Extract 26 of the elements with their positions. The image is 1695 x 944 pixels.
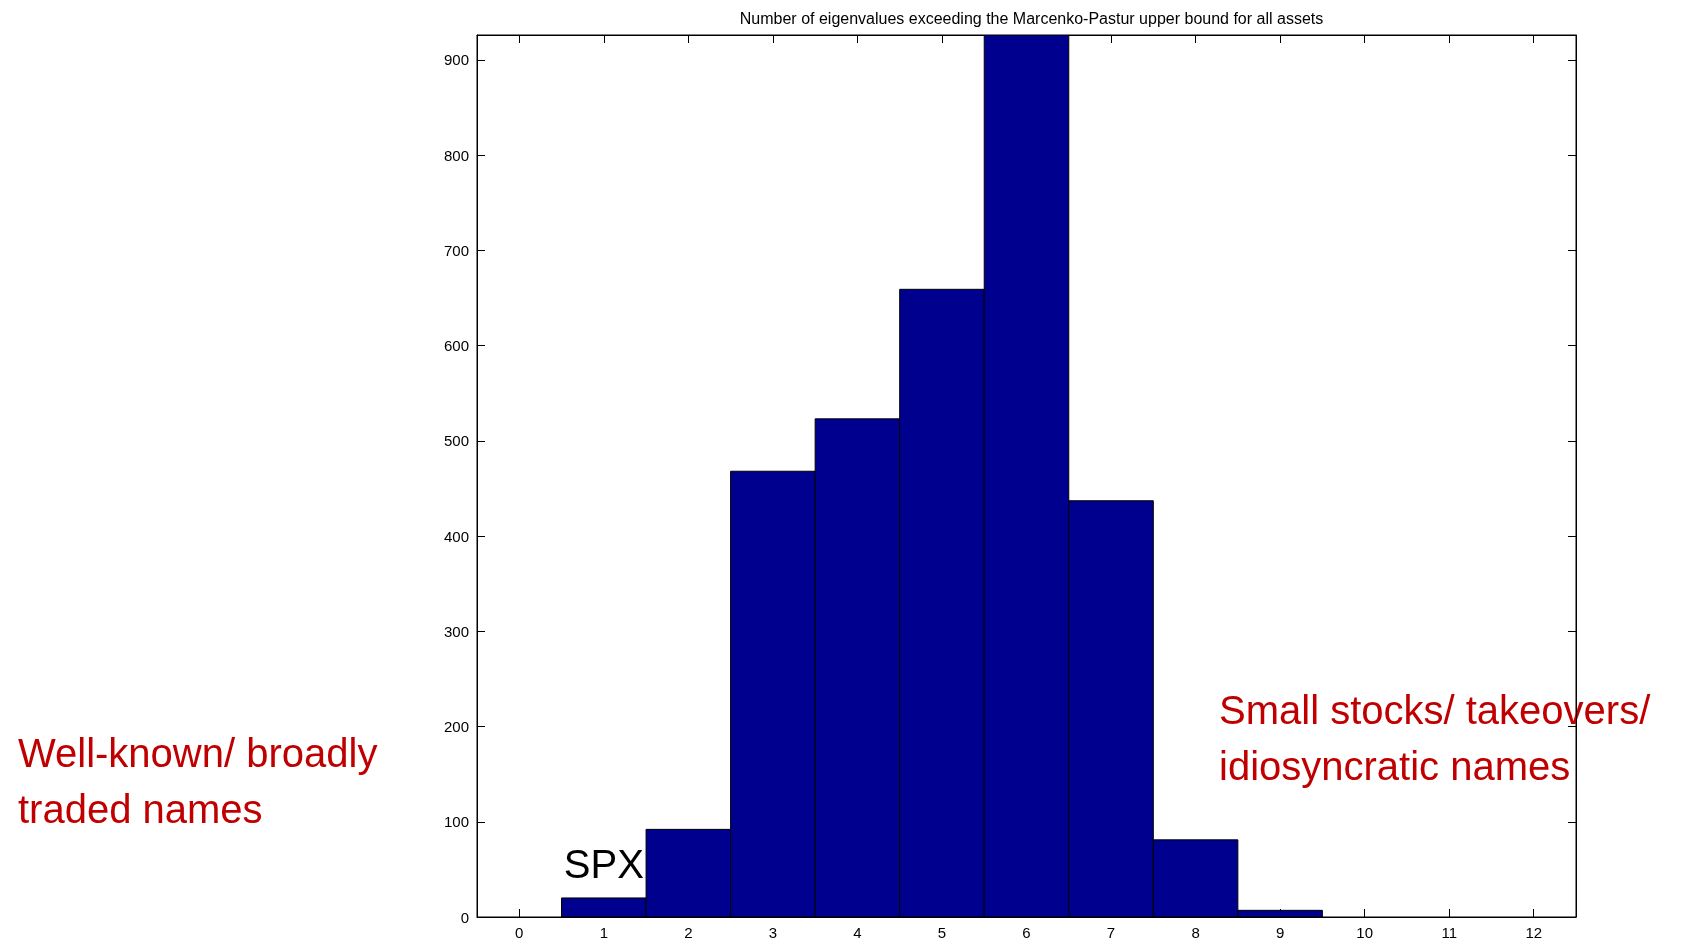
y-tick-label: 400 bbox=[443, 527, 469, 545]
y-tick-label: 700 bbox=[443, 241, 469, 259]
x-tick-label: 10 bbox=[1356, 924, 1373, 941]
y-tick-label: 0 bbox=[460, 908, 469, 926]
x-tick-label: 9 bbox=[1275, 924, 1285, 941]
text: Well-known/ broadly traded names bbox=[18, 731, 389, 831]
y-tick-label: 900 bbox=[443, 51, 469, 69]
chart-title: Number of eigenvalues exceeding the Marcenko-Pastur upper bound for all assets bbox=[739, 9, 1324, 27]
x-tick-label: 7 bbox=[1106, 924, 1116, 941]
x-tick-label: 6 bbox=[1022, 924, 1031, 941]
x-tick-label: 11 bbox=[1441, 924, 1457, 941]
x-tick-label: 3 bbox=[768, 924, 778, 941]
x-tick-label: 8 bbox=[1191, 924, 1200, 941]
y-tick-label: 100 bbox=[443, 813, 469, 831]
annotation: SPX bbox=[563, 841, 644, 886]
x-tick-label: 12 bbox=[1525, 924, 1543, 941]
y-tick-label: 200 bbox=[443, 718, 469, 735]
x-tick-label: 2 bbox=[684, 924, 693, 941]
y-tick-label: 600 bbox=[443, 337, 469, 355]
x-tick-label: 4 bbox=[853, 924, 862, 941]
y-tick-label: 500 bbox=[443, 432, 469, 450]
y-tick-label: 300 bbox=[443, 622, 469, 640]
x-tick-label: 5 bbox=[937, 924, 947, 941]
x-tick-label: 1 bbox=[599, 924, 608, 941]
y-tick-label: 800 bbox=[443, 146, 469, 164]
x-tick-label: 0 bbox=[515, 924, 524, 941]
